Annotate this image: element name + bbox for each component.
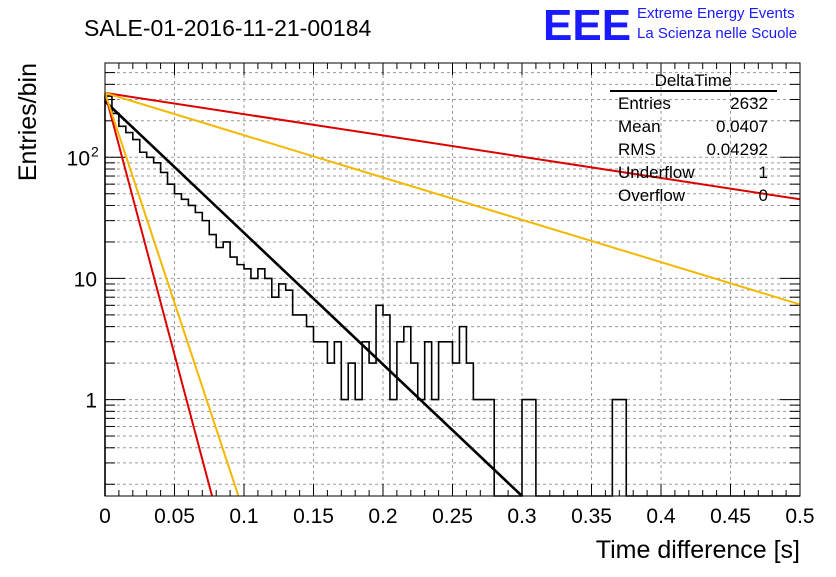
x-tick-label: 0.45 [710,505,751,528]
fit-line-0 [104,100,523,497]
stats-value-entries: 2632 [730,94,768,113]
x-tick-label: 0.1 [229,505,258,528]
x-axis-label: Time difference [s] [596,536,800,564]
plot-frame [104,62,801,497]
ticks-layer: 0 0.05 0.1 0.15 0.2 0.25 0.3 0.35 0.4 0.45 0.51101… [67,62,815,528]
histogram-steps [104,95,800,497]
x-tick-label: 0.35 [571,505,612,528]
x-tick-label: 0 [99,505,111,528]
stats-value-rms: 0.04292 [707,140,768,159]
eee-logo: EEE [543,1,631,50]
y-tick-label: 10 [74,268,97,291]
stats-label-rms: RMS [618,140,656,159]
stats-box: DeltaTime Entries 2632 Mean 0.0407 RMS 0… [610,71,777,205]
y-tick-label: 10 [67,147,90,170]
x-tick-label: 0.4 [646,505,676,528]
series-layer [104,91,801,497]
y-tick-exponent: 2 [91,143,99,159]
x-tick-label: 0.2 [368,505,397,528]
stats-label-underflow: Underflow [618,163,695,182]
org-line-2: La Scienza nelle Scuole [637,25,797,42]
org-line-1: Extreme Energy Events [637,5,795,22]
fit-line-2 [104,92,213,497]
grid-layer [105,62,800,496]
stats-label-mean: Mean [618,117,661,136]
stats-label-overflow: Overflow [618,186,686,205]
chart-title: SALE-01-2016-11-21-00184 [84,15,371,41]
x-tick-label: 0.3 [507,505,536,528]
stats-value-underflow: 1 [759,163,768,182]
x-tick-label: 0.5 [785,505,814,528]
y-tick-label: 1 [85,390,97,413]
x-tick-label: 0.15 [293,505,334,528]
stats-label-entries: Entries [618,94,671,113]
stats-title: DeltaTime [655,71,732,90]
fit-line-4 [104,92,240,497]
fit-line-3 [104,91,801,306]
stats-value-overflow: 0 [759,186,768,205]
fit-line-1 [104,91,801,201]
y-axis-label: Entries/bin [14,63,42,181]
x-tick-label: 0.25 [432,505,473,528]
stats-value-mean: 0.0407 [716,117,768,136]
x-tick-label: 0.05 [154,505,195,528]
